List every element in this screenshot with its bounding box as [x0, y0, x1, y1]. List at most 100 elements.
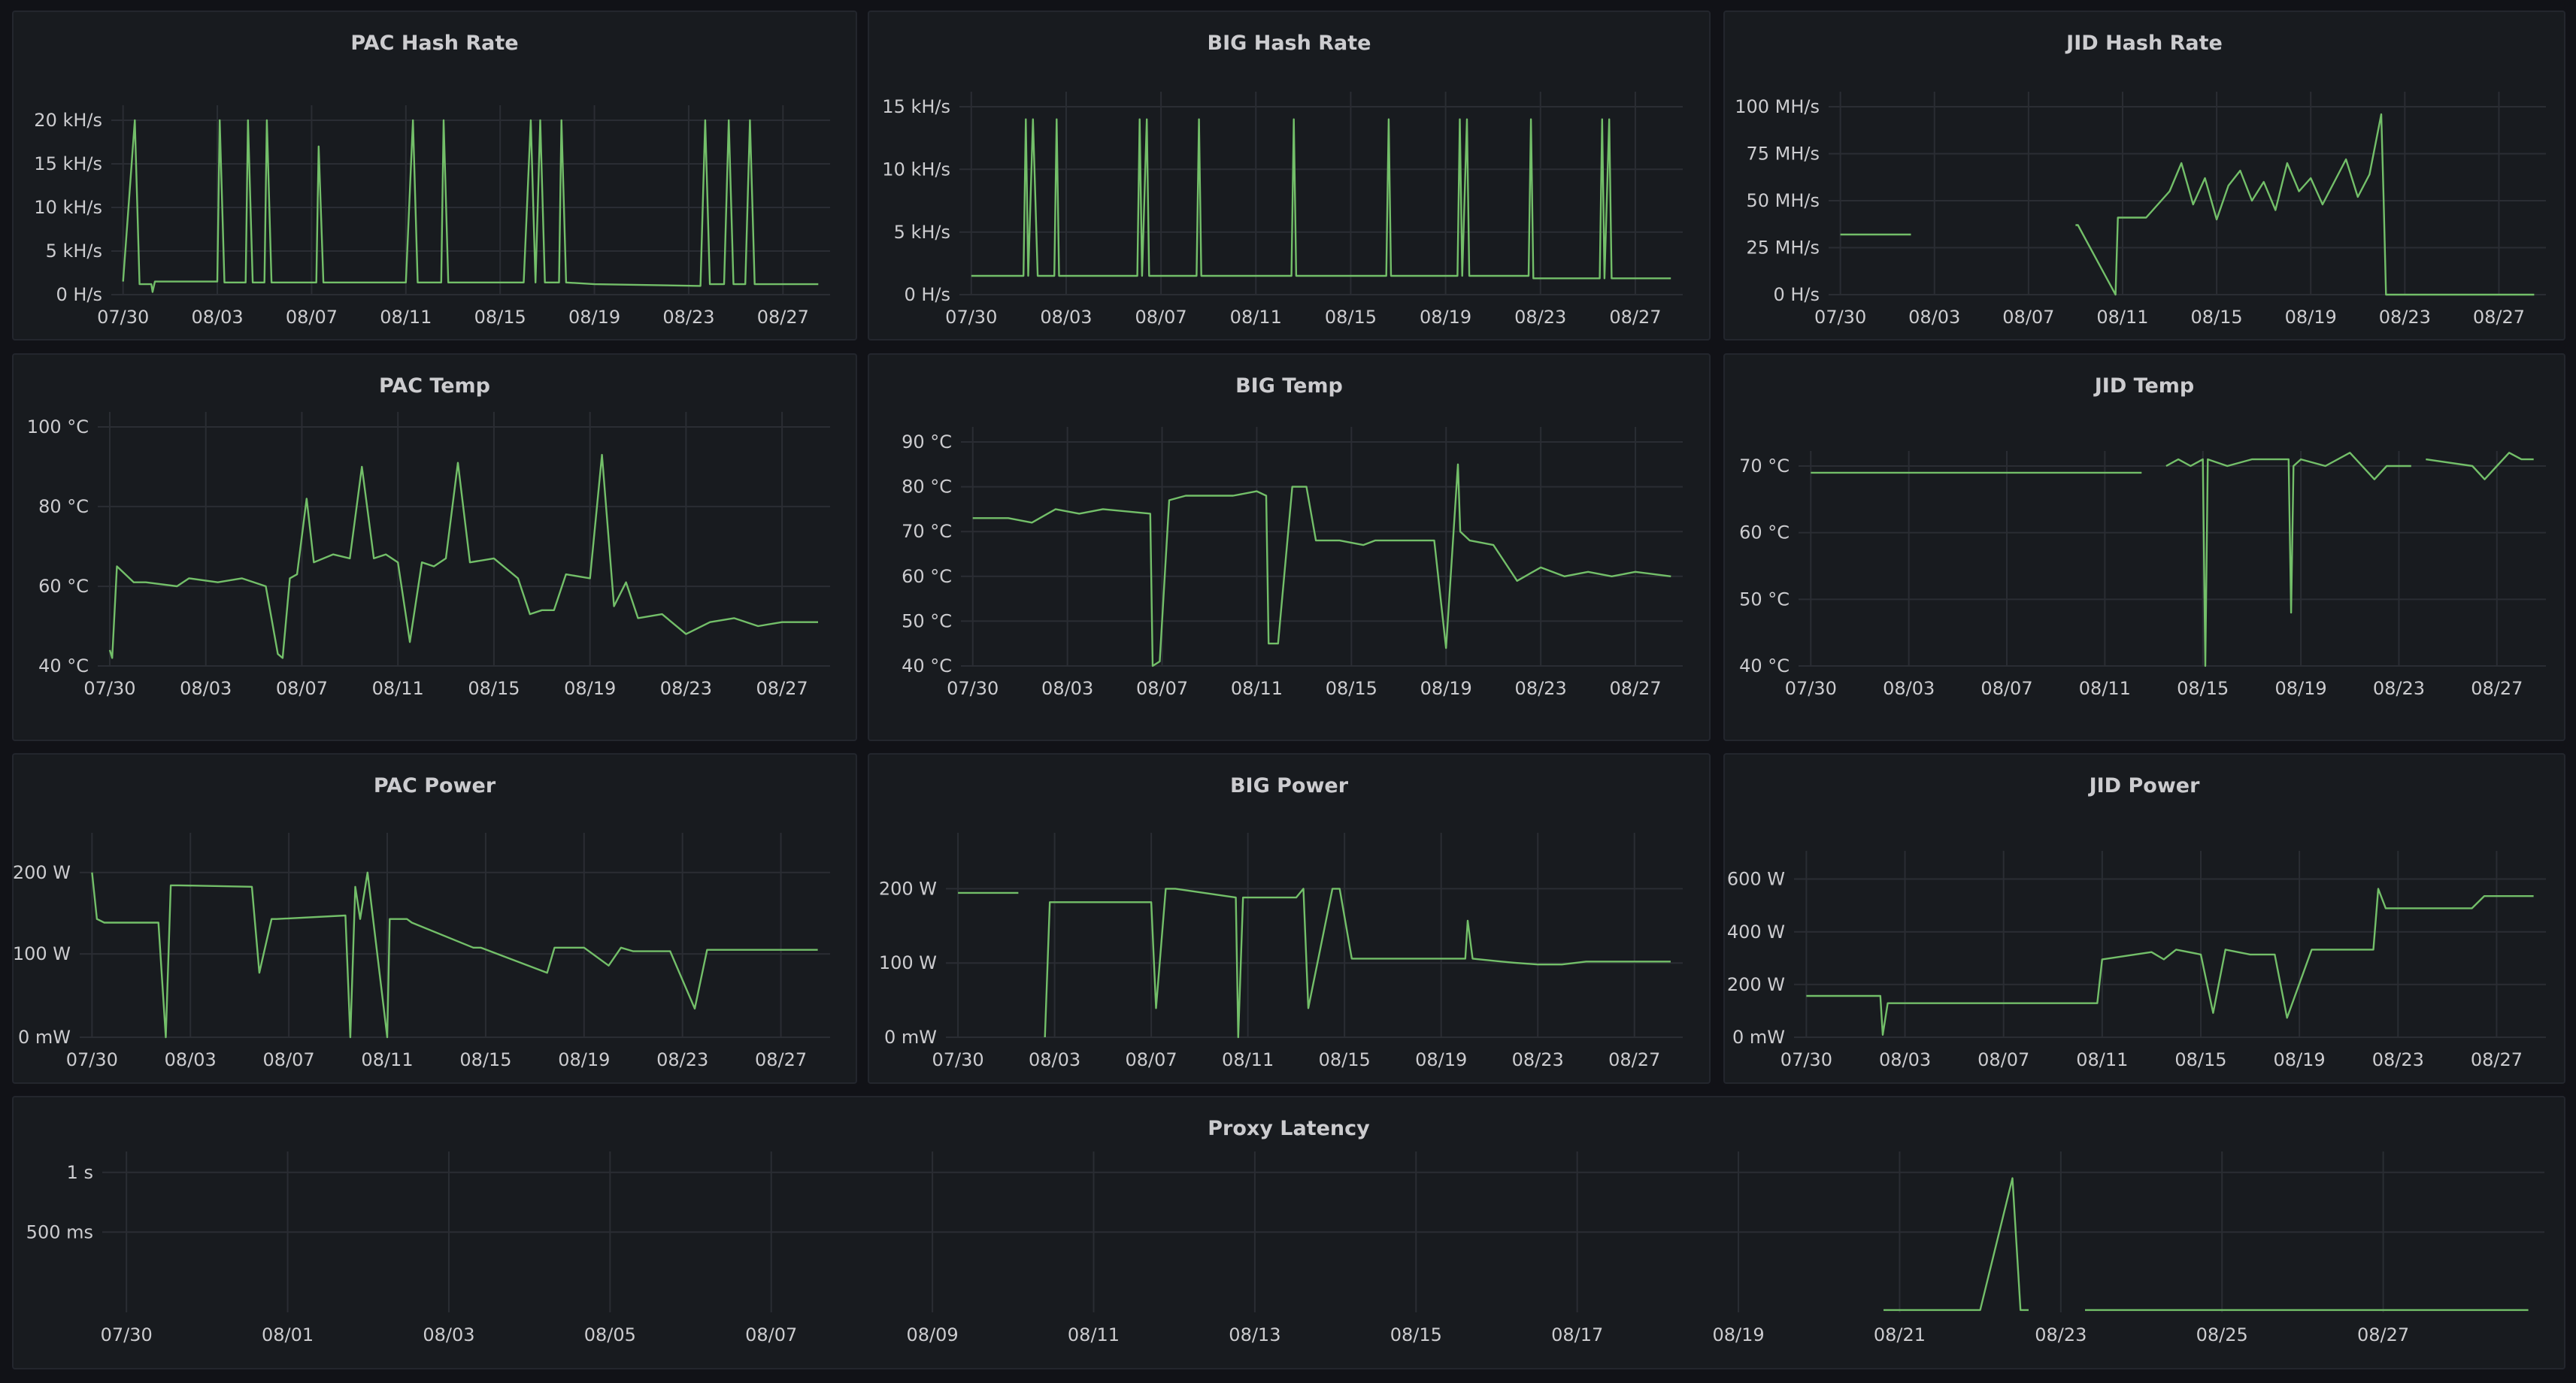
x-tick-label: 08/27	[755, 1049, 807, 1070]
pac-hash-rate-chart: 20 kH/s 15 kH/s 10 kH/s 5 kH/s 0 H/s07/30 08/…	[34, 105, 830, 328]
x-tick-label: 08/11	[1068, 1324, 1120, 1345]
pac-temp-chart: 100 °C 80 °C 60 °C 40 °C07/30 08/03 08/07 08/1…	[27, 412, 830, 699]
x-tick-label: 08/01	[262, 1324, 314, 1345]
x-tick-label: 08/15	[1319, 1049, 1371, 1070]
x-tick-label: 08/11	[2076, 1049, 2128, 1070]
x-tick-label: 08/15	[1325, 307, 1377, 328]
proxy-latency-chart: 1 s 500 ms 07/30 08/01 08/03 08/05 08/07 08/09 0…	[26, 1151, 2544, 1345]
x-tick-label: 07/30	[97, 307, 149, 328]
x-tick-label: 08/19	[2274, 1049, 2326, 1070]
x-tick-label: 08/19	[1420, 678, 1472, 699]
series-line	[971, 118, 1671, 280]
series-line	[1884, 1177, 2529, 1312]
x-tick-label: 08/03	[1041, 678, 1093, 699]
x-tick-label: 07/30	[1814, 307, 1866, 328]
y-tick-label: 80 °C	[38, 496, 89, 517]
panel-title: PAC Temp	[378, 374, 491, 398]
x-tick-label: 07/30	[1780, 1049, 1832, 1070]
x-tick-label: 07/30	[932, 1049, 983, 1070]
series-line	[972, 463, 1671, 667]
y-tick-label: 90 °C	[902, 431, 952, 452]
x-tick-label: 08/23	[2372, 1049, 2424, 1070]
x-tick-label: 08/07	[745, 1324, 797, 1345]
y-tick-label: 100 MH/s	[1735, 96, 1820, 117]
y-tick-label: 50 °C	[1739, 589, 1790, 610]
x-tick-label: 08/15	[459, 1049, 511, 1070]
y-tick-label: 0 H/s	[904, 284, 950, 305]
panel-title: PAC Power	[373, 774, 496, 797]
series-line	[122, 119, 819, 293]
panel-jid-power[interactable]: JID Power 600 W 400 W 200 W 0 mW 07/30 08/03 0…	[1723, 753, 2565, 1084]
x-tick-label: 08/23	[1515, 678, 1567, 699]
y-tick-label: 5 kH/s	[46, 241, 102, 262]
x-tick-label: 08/15	[474, 307, 526, 328]
x-tick-label: 08/15	[2177, 678, 2229, 699]
y-tick-label: 50 °C	[902, 610, 952, 631]
panel-big-power[interactable]: BIG Power 200 W 100 W 0 mW 07/30 08/03 08/07 0…	[868, 753, 1711, 1084]
y-tick-label: 200 W	[879, 878, 937, 899]
series-line	[1806, 888, 2534, 1036]
y-tick-label: 50 MH/s	[1746, 190, 1820, 211]
panel-title: BIG Hash Rate	[1207, 32, 1371, 55]
y-tick-label: 100 W	[14, 943, 71, 964]
x-tick-label: 08/03	[1883, 678, 1935, 699]
x-tick-label: 08/27	[2471, 1049, 2523, 1070]
panel-title: PAC Hash Rate	[350, 32, 519, 55]
x-tick-label: 08/07	[286, 307, 338, 328]
y-tick-label: 40 °C	[38, 655, 89, 676]
x-tick-label: 08/23	[2379, 307, 2431, 328]
panel-big-temp[interactable]: BIG Temp 90 °C 80 °C 70 °C 60 °C 50 °C 40 °C 0…	[868, 353, 1711, 741]
y-tick-label: 60 °C	[38, 576, 89, 597]
y-tick-label: 5 kH/s	[894, 222, 950, 243]
x-tick-label: 08/27	[1609, 678, 1661, 699]
y-tick-label: 0 H/s	[56, 284, 102, 305]
x-tick-label: 07/30	[101, 1324, 153, 1345]
big-temp-chart: 90 °C 80 °C 70 °C 60 °C 50 °C 40 °C07/30 08/03…	[902, 427, 1683, 699]
y-tick-label: 25 MH/s	[1746, 238, 1820, 259]
y-tick-label: 100 W	[879, 952, 937, 973]
x-tick-label: 08/19	[1420, 307, 1471, 328]
x-tick-label: 08/27	[1608, 1049, 1660, 1070]
x-tick-label: 08/19	[568, 307, 620, 328]
series-line	[91, 871, 818, 1039]
y-tick-label: 200 W	[14, 862, 71, 883]
x-tick-label: 08/11	[1231, 678, 1283, 699]
x-tick-label: 08/15	[468, 678, 520, 699]
x-tick-label: 08/19	[564, 678, 616, 699]
y-tick-label: 400 W	[1727, 921, 1785, 943]
series-line	[108, 453, 818, 659]
y-tick-label: 75 MH/s	[1746, 144, 1820, 165]
y-tick-label: 15 kH/s	[882, 96, 950, 117]
panel-jid-hash-rate[interactable]: JID Hash Rate 100 MH/s 75 MH/s 50 MH/s 25 M…	[1723, 11, 2565, 340]
y-tick-label: 60 °C	[1739, 522, 1790, 543]
x-tick-label: 08/23	[1514, 307, 1566, 328]
panel-title: JID Temp	[2094, 374, 2195, 398]
y-tick-label: 0 mW	[18, 1027, 71, 1048]
x-tick-label: 08/03	[1029, 1049, 1080, 1070]
panel-proxy-latency[interactable]: Proxy Latency 1 s 500 ms 07/30 08/01 08/03 08…	[12, 1096, 2565, 1369]
x-tick-label: 08/27	[1609, 307, 1661, 328]
panel-big-hash-rate[interactable]: BIG Hash Rate 15 kH/s 10 kH/s 5 kH/s 0 H/s 0…	[868, 11, 1711, 340]
series-line	[1811, 452, 2534, 667]
x-tick-label: 08/27	[756, 678, 808, 699]
x-tick-label: 08/27	[2357, 1324, 2409, 1345]
x-tick-label: 08/27	[2473, 307, 2525, 328]
panel-jid-temp[interactable]: JID Temp 70 °C 60 °C 50 °C 40 °C 07/30 08/03 0…	[1723, 353, 2565, 741]
panel-pac-power[interactable]: PAC Power 200 W 100 W 0 mW 07/30 08/03 08/07 0…	[12, 753, 857, 1084]
x-tick-label: 08/03	[165, 1049, 217, 1070]
x-tick-label: 08/23	[660, 678, 712, 699]
x-tick-label: 08/15	[1326, 678, 1377, 699]
y-tick-label: 20 kH/s	[34, 110, 102, 131]
y-tick-label: 60 °C	[902, 566, 952, 587]
panel-pac-temp[interactable]: PAC Temp 100 °C 80 °C 60 °C 40 °C 07/30 08/03…	[12, 353, 857, 741]
x-tick-label: 08/09	[907, 1324, 959, 1345]
x-tick-label: 08/07	[263, 1049, 315, 1070]
y-tick-label: 70 °C	[1739, 455, 1790, 477]
panel-pac-hash-rate[interactable]: PAC Hash Rate 20 kH/s 15 kH/s 10 kH/s 5 kH/…	[12, 11, 857, 340]
y-tick-label: 500 ms	[26, 1221, 93, 1242]
x-tick-label: 08/23	[656, 1049, 708, 1070]
y-tick-label: 70 °C	[902, 521, 952, 542]
